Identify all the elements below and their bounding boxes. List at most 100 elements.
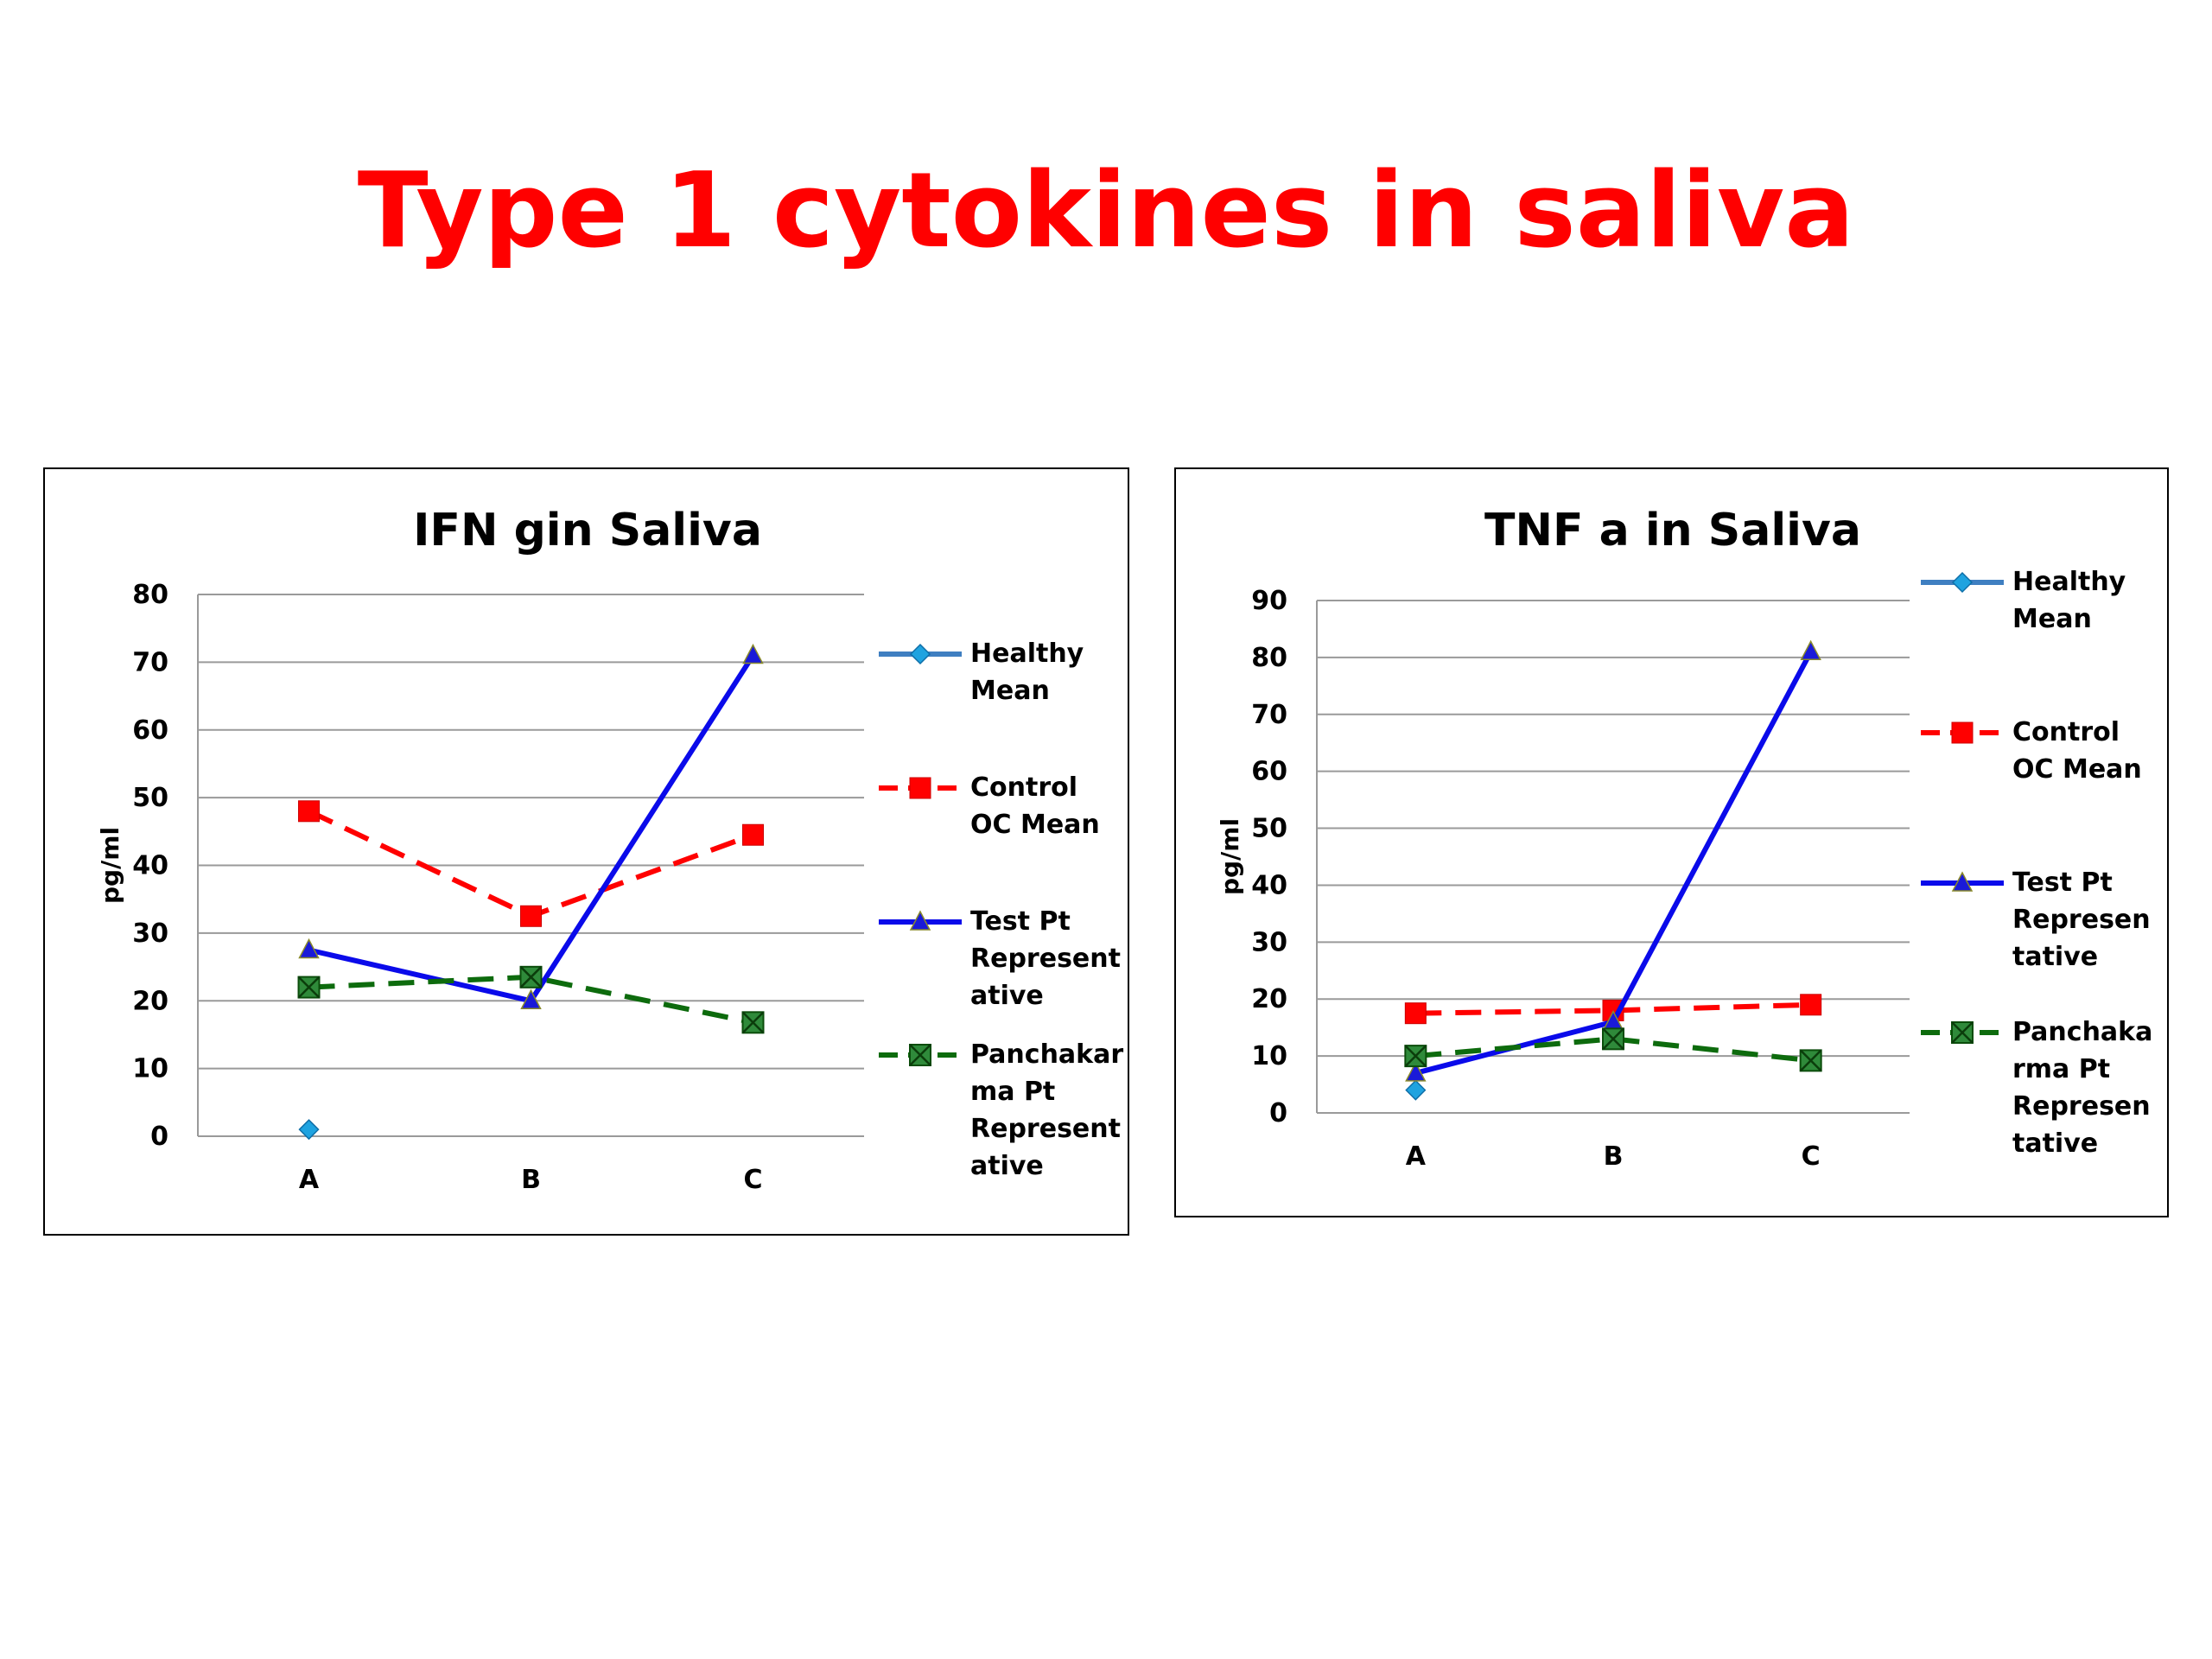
ifn-gin-saliva-legend-panchakarma-pt-representative-label-line: ative bbox=[970, 1151, 1044, 1181]
tnf-a-in-saliva-legend-panchakarma-pt-representative-label-line: Panchaka bbox=[2012, 1017, 2152, 1047]
tnf-a-in-saliva-legend-control-oc-mean-label-line: OC Mean bbox=[2012, 754, 2142, 785]
tnf-a-in-saliva-y-tick-60: 60 bbox=[1251, 757, 1287, 787]
tnf-a-in-saliva-series-panchakarma-pt-representative-point-b-cross bbox=[1602, 1027, 1624, 1051]
tnf-a-in-saliva-y-tick-80: 80 bbox=[1251, 643, 1287, 673]
chart-tnf-alpha: TNF a in Saliva 0 10 20 30 40 50 60 70 80 90 pg/ml A… bbox=[1174, 467, 2169, 1217]
tnf-a-in-saliva-legend-test-pt-representative-label-line: Test Pt bbox=[2012, 868, 2113, 898]
ifn-gin-saliva-series-test-pt-representative-line bbox=[308, 653, 756, 1004]
ifn-gin-saliva-legend-test-pt-representative-label: Test Pt Represent ative bbox=[970, 906, 1121, 1011]
tnf-a-in-saliva-series-test-pt-representative-point-a bbox=[1405, 1061, 1427, 1082]
tnf-a-in-saliva-legend-control-oc-mean-label-line: Control bbox=[2012, 717, 2120, 747]
ifn-gin-saliva-legend-panchakarma-pt-representative-label-line: Panchakar bbox=[970, 1039, 1123, 1070]
tnf-a-in-saliva-legend-healthy-mean-label-line: Healthy bbox=[2012, 567, 2126, 597]
tnf-a-in-saliva-legend-panchakarma-pt-representative: Panchaka rma Pt Represen tative bbox=[1921, 1017, 2152, 1159]
ifn-gin-saliva-legend-healthy-mean-label: Healthy Mean bbox=[970, 639, 1084, 706]
tnf-a-in-saliva-legend-test-pt-representative-label-line: Represen bbox=[2012, 905, 2151, 935]
chart-tnf-alpha-svg: TNF a in Saliva 0 10 20 30 40 50 60 70 80 90 pg/ml A… bbox=[1216, 505, 2152, 1172]
tnf-a-in-saliva-y-tick-30: 30 bbox=[1251, 927, 1287, 957]
ifn-gin-saliva-y-tick-40: 40 bbox=[132, 851, 168, 881]
ifn-gin-saliva-series-panchakarma-pt-representative-point-b bbox=[519, 965, 543, 988]
tnf-a-in-saliva-legend-test-pt-representative-label: Test Pt Represen tative bbox=[2012, 868, 2151, 972]
slide-title: Type 1 cytokines in saliva bbox=[357, 151, 1855, 271]
ifn-gin-saliva-legend-healthy-mean-swatch-marker bbox=[909, 643, 931, 665]
ifn-gin-saliva-series-healthy-mean bbox=[298, 1119, 320, 1141]
ifn-gin-saliva-legend-test-pt-representative-label-line: ative bbox=[970, 981, 1044, 1011]
tnf-a-in-saliva-legend-test-pt-representative-swatch-marker bbox=[1951, 871, 1974, 892]
ifn-gin-saliva-legend-test-pt-representative-label-line: Test Pt bbox=[970, 906, 1071, 937]
ifn-gin-saliva-legend-healthy-mean: Healthy Mean bbox=[879, 639, 1084, 706]
tnf-a-in-saliva-y-tick-40: 40 bbox=[1251, 870, 1287, 900]
ifn-gin-saliva-legend-panchakarma-pt-representative-swatch-marker-cross bbox=[909, 1044, 931, 1066]
tnf-a-in-saliva-series-panchakarma-pt-representative-point-b bbox=[1602, 1027, 1624, 1051]
ifn-gin-saliva-series-control-oc-mean-point-c bbox=[742, 823, 764, 846]
ifn-gin-saliva-legend-panchakarma-pt-representative-label: Panchakar ma Pt Represent ative bbox=[970, 1039, 1123, 1181]
ifn-gin-saliva-legend-control-oc-mean-label: Control OC Mean bbox=[970, 772, 1100, 840]
ifn-gin-saliva-legend-control-oc-mean: Control OC Mean bbox=[879, 772, 1100, 840]
ifn-gin-saliva-x-tick-a: A bbox=[299, 1165, 320, 1195]
ifn-gin-saliva-series-test-pt-representative bbox=[298, 643, 764, 1009]
ifn-gin-saliva-x-tick-c: C bbox=[743, 1165, 762, 1195]
ifn-gin-saliva-legend-control-oc-mean-label-line: Control bbox=[970, 772, 1077, 803]
tnf-a-in-saliva-legend-healthy-mean: Healthy Mean bbox=[1921, 567, 2126, 634]
tnf-a-in-saliva-series-panchakarma-pt-representative-point-a bbox=[1404, 1045, 1427, 1068]
ifn-gin-saliva-series-control-oc-mean-point-a bbox=[298, 800, 320, 823]
tnf-a-in-saliva-legend-panchakarma-pt-representative-label: Panchaka rma Pt Represen tative bbox=[2012, 1017, 2152, 1159]
tnf-a-in-saliva-series-panchakarma-pt-representative-point-c-cross bbox=[1799, 1049, 1822, 1072]
tnf-a-in-saliva-legend-panchakarma-pt-representative-swatch-marker bbox=[1951, 1021, 1974, 1044]
ifn-gin-saliva-series-panchakarma-pt-representative-point-a-cross bbox=[297, 976, 321, 999]
tnf-a-in-saliva-legend-control-oc-mean-swatch-marker bbox=[1951, 721, 1974, 744]
ifn-gin-saliva-legend-panchakarma-pt-representative: Panchakar ma Pt Represent ative bbox=[879, 1039, 1123, 1181]
ifn-gin-saliva-series-test-pt-representative-point-c bbox=[742, 643, 764, 664]
tnf-a-in-saliva-series-panchakarma-pt-representative-point-c bbox=[1799, 1049, 1822, 1072]
ifn-gin-saliva-series-test-pt-representative-point-a bbox=[298, 938, 320, 959]
ifn-gin-saliva-y-tick-60: 60 bbox=[132, 715, 168, 746]
tnf-a-in-saliva-series-control-oc-mean-point-a bbox=[1404, 1002, 1427, 1025]
tnf-a-in-saliva-series-test-pt-representative-point-c bbox=[1800, 639, 1821, 661]
tnf-a-in-saliva-y-tick-0: 0 bbox=[1269, 1098, 1287, 1128]
ifn-gin-saliva-y-tick-80: 80 bbox=[132, 580, 168, 610]
ifn-gin-saliva-series-control-oc-mean bbox=[298, 800, 764, 927]
ifn-gin-saliva-y-tick-70: 70 bbox=[132, 647, 168, 677]
tnf-a-in-saliva-legend-healthy-mean-label-line: Mean bbox=[2012, 604, 2092, 634]
tnf-a-in-saliva-y-tick-20: 20 bbox=[1251, 984, 1287, 1014]
tnf-a-in-saliva-legend: Healthy Mean Control OC Mean Test Pt Represen… bbox=[1921, 567, 2152, 1159]
ifn-gin-saliva-legend-control-oc-mean-swatch-marker bbox=[909, 777, 931, 799]
ifn-gin-saliva-y-tick-30: 30 bbox=[132, 918, 168, 949]
tnf-a-in-saliva-series-healthy-mean bbox=[1405, 1079, 1427, 1101]
tnf-a-in-saliva-legend-healthy-mean-swatch-marker bbox=[1951, 571, 1974, 594]
ifn-gin-saliva-series-panchakarma-pt-representative-point-c bbox=[741, 1011, 765, 1034]
tnf-a-in-saliva-legend-test-pt-representative-label-line: tative bbox=[2012, 942, 2098, 972]
tnf-a-in-saliva-legend-panchakarma-pt-representative-label-line: tative bbox=[2012, 1128, 2098, 1159]
tnf-a-in-saliva-legend-control-oc-mean: Control OC Mean bbox=[1921, 717, 2142, 785]
ifn-gin-saliva-legend-test-pt-representative: Test Pt Represent ative bbox=[879, 906, 1121, 1011]
ifn-gin-saliva-legend-panchakarma-pt-representative-swatch-marker bbox=[909, 1044, 931, 1066]
ifn-gin-saliva-legend-healthy-mean-label-line: Healthy bbox=[970, 639, 1084, 669]
ifn-gin-saliva-legend-test-pt-representative-swatch-marker bbox=[909, 910, 931, 931]
ifn-gin-saliva-legend-panchakarma-pt-representative-label-line: Represent bbox=[970, 1114, 1121, 1144]
ifn-gin-saliva-series-panchakarma-pt-representative-point-b-cross bbox=[519, 965, 543, 988]
ifn-gin-saliva-y-axis-label: pg/ml bbox=[96, 827, 124, 904]
ifn-gin-saliva-legend-panchakarma-pt-representative-label-line: ma Pt bbox=[970, 1077, 1055, 1107]
tnf-a-in-saliva-legend-control-oc-mean-label: Control OC Mean bbox=[2012, 717, 2142, 785]
ifn-gin-saliva-series-panchakarma-pt-representative-point-a bbox=[297, 976, 321, 999]
tnf-a-in-saliva-legend-panchakarma-pt-representative-swatch-marker-cross bbox=[1951, 1021, 1974, 1044]
tnf-a-in-saliva-y-tick-50: 50 bbox=[1251, 814, 1287, 844]
ifn-gin-saliva-series-test-pt-representative-point-b bbox=[520, 988, 542, 1009]
chart-ifn-gamma: IFN gin Saliva 0 10 20 30 40 50 60 70 80 pg/ml A B C H… bbox=[43, 467, 1129, 1236]
tnf-a-in-saliva-y-tick-10: 10 bbox=[1251, 1041, 1287, 1071]
tnf-a-in-saliva-x-tick-c: C bbox=[1802, 1141, 1821, 1172]
chart-ifn-gamma-svg: IFN gin Saliva 0 10 20 30 40 50 60 70 80 pg/ml A B C H… bbox=[96, 505, 1123, 1195]
tnf-a-in-saliva-legend-panchakarma-pt-representative-label-line: Represen bbox=[2012, 1091, 2151, 1122]
ifn-gin-saliva-series-control-oc-mean-point-b bbox=[520, 905, 542, 927]
tnf-a-in-saliva-series-healthy-mean-point-a bbox=[1405, 1079, 1427, 1101]
tnf-a-in-saliva-legend-panchakarma-pt-representative-label-line: rma Pt bbox=[2012, 1054, 2110, 1084]
tnf-a-in-saliva-legend-test-pt-representative: Test Pt Represen tative bbox=[1921, 868, 2151, 972]
ifn-gin-saliva-series-panchakarma-pt-representative-point-c-cross bbox=[741, 1011, 765, 1034]
ifn-gin-saliva-title: IFN gin Saliva bbox=[413, 505, 762, 556]
ifn-gin-saliva-y-tick-50: 50 bbox=[132, 783, 168, 813]
tnf-a-in-saliva-y-axis-label: pg/ml bbox=[1216, 818, 1244, 895]
ifn-gin-saliva-legend-control-oc-mean-label-line: OC Mean bbox=[970, 810, 1100, 840]
ifn-gin-saliva-y-tick-0: 0 bbox=[150, 1122, 168, 1152]
tnf-a-in-saliva-series-panchakarma-pt-representative-line bbox=[1415, 1036, 1812, 1064]
tnf-a-in-saliva-x-tick-b: B bbox=[1604, 1141, 1624, 1172]
